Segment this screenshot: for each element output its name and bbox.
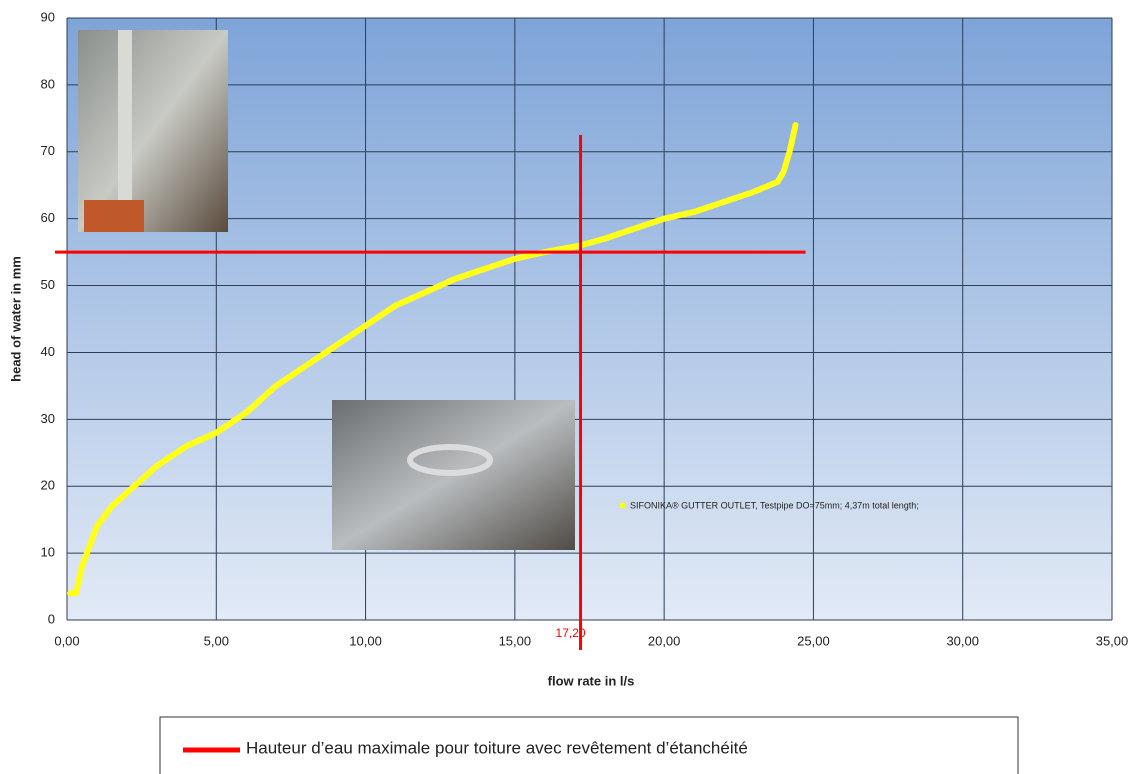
y-tick-label: 10: [41, 545, 55, 560]
y-tick-label: 60: [41, 210, 55, 225]
chart: flow rate in l/s head of water in mm Hau…: [0, 0, 1137, 774]
x-tick-label: 5,00: [204, 633, 229, 648]
x-tick-label: 35,00: [1096, 633, 1129, 648]
x-tick-label: 20,00: [648, 633, 681, 648]
legend-label: SIFONIKA® GUTTER OUTLET, Testpipe DO=75m…: [630, 500, 919, 510]
y-tick-label: 30: [41, 411, 55, 426]
legend-swatch: [620, 503, 625, 508]
y-axis-title: head of water in mm: [8, 256, 23, 382]
x-tick-label: 15,00: [499, 633, 532, 648]
x-tick-label: 25,00: [797, 633, 830, 648]
photo-detail: [84, 200, 144, 232]
y-tick-label: 90: [41, 9, 55, 24]
legend-label: Hauteur d’eau maximale pour toiture avec…: [246, 738, 748, 757]
y-tick-label: 70: [41, 143, 55, 158]
x-tick-label: 0,00: [54, 633, 79, 648]
y-tick-label: 40: [41, 344, 55, 359]
y-tick-label: 0: [48, 611, 55, 626]
x-tick-label: 30,00: [946, 633, 979, 648]
y-tick-label: 80: [41, 76, 55, 91]
x-axis-title: flow rate in l/s: [548, 673, 635, 688]
x-tick-label: 10,00: [349, 633, 382, 648]
y-tick-label: 20: [41, 478, 55, 493]
y-tick-label: 50: [41, 277, 55, 292]
reference-label: 17,20: [556, 626, 586, 640]
